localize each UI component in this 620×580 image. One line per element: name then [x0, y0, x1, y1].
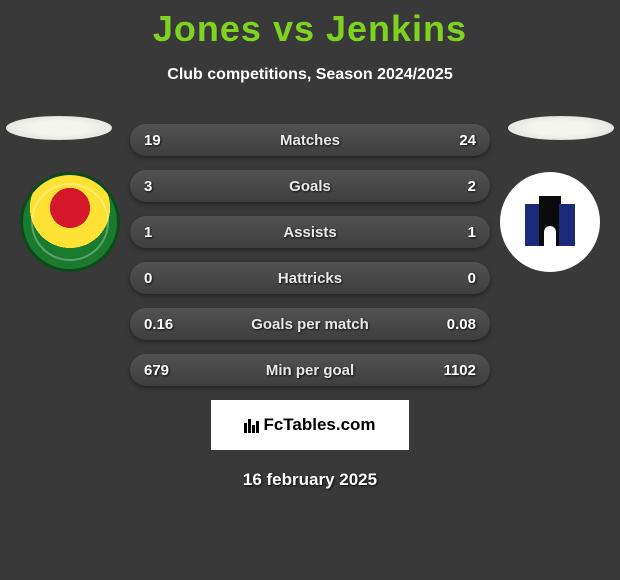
stat-label: Matches — [280, 132, 340, 149]
stat-value-left: 679 — [144, 362, 184, 379]
stat-value-right: 24 — [436, 132, 476, 149]
club-badge-left — [20, 172, 120, 272]
stat-value-right: 0 — [436, 270, 476, 287]
stat-label: Goals — [289, 178, 331, 195]
stat-label: Min per goal — [266, 362, 354, 379]
stat-value-right: 2 — [436, 178, 476, 195]
stat-value-right: 1102 — [436, 362, 476, 379]
stat-label: Hattricks — [278, 270, 342, 287]
stat-value-right: 0.08 — [436, 316, 476, 333]
club-badge-right — [500, 172, 600, 272]
comparison-content: 19 Matches 24 3 Goals 2 1 Assists 1 0 Ha… — [0, 124, 620, 490]
stat-row-matches: 19 Matches 24 — [130, 124, 490, 156]
bars-icon — [244, 417, 259, 433]
fctables-link[interactable]: FcTables.com — [211, 400, 409, 450]
stat-value-left: 0.16 — [144, 316, 184, 333]
subtitle: Club competitions, Season 2024/2025 — [0, 66, 620, 84]
stat-value-right: 1 — [436, 224, 476, 241]
date-line: 16 february 2025 — [8, 470, 612, 490]
stat-row-gpm: 0.16 Goals per match 0.08 — [130, 308, 490, 340]
stat-row-hattricks: 0 Hattricks 0 — [130, 262, 490, 294]
fctables-logo: FcTables.com — [244, 415, 375, 435]
stat-row-assists: 1 Assists 1 — [130, 216, 490, 248]
page-title: Jones vs Jenkins — [0, 0, 620, 50]
player-marker-left — [6, 116, 112, 140]
player-marker-right — [508, 116, 614, 140]
fctables-text: FcTables.com — [263, 415, 375, 435]
stat-value-left: 1 — [144, 224, 184, 241]
stat-row-mpg: 679 Min per goal 1102 — [130, 354, 490, 386]
stat-value-left: 3 — [144, 178, 184, 195]
stat-label: Goals per match — [251, 316, 369, 333]
stat-row-goals: 3 Goals 2 — [130, 170, 490, 202]
stat-value-left: 19 — [144, 132, 184, 149]
stat-value-left: 0 — [144, 270, 184, 287]
stat-label: Assists — [283, 224, 336, 241]
castle-icon — [525, 192, 575, 252]
stats-area: 19 Matches 24 3 Goals 2 1 Assists 1 0 Ha… — [130, 124, 490, 386]
